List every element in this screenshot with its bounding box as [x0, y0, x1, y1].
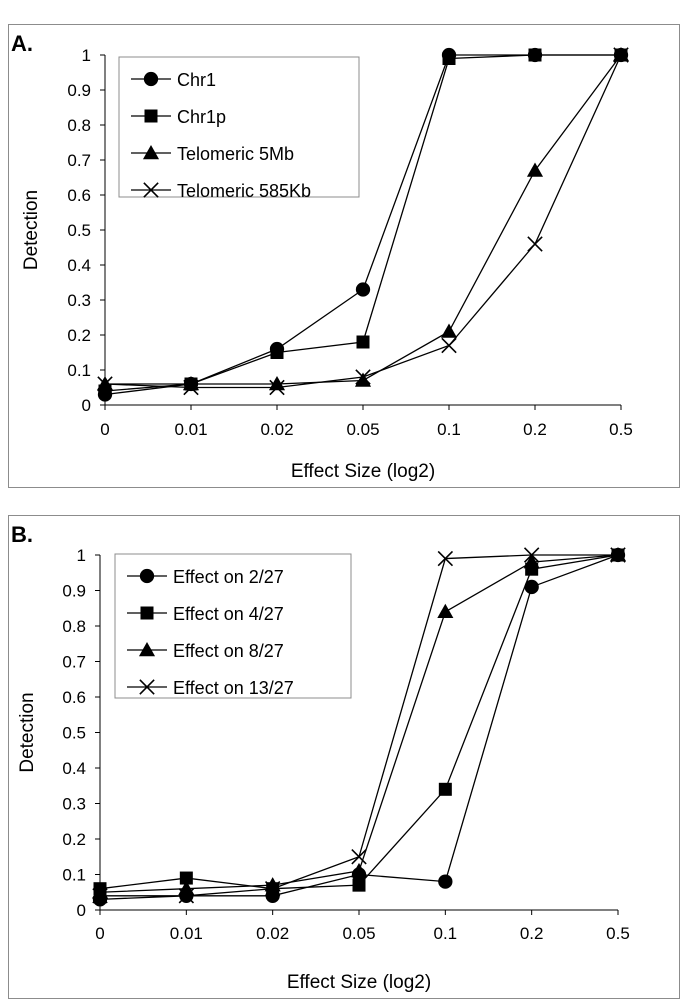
chart0-legend-box	[118, 56, 360, 198]
chart0-legend: Chr1 Chr1p Telomeric 5Mb Telomeric 585Kb	[118, 56, 360, 201]
chart0-y-tick-label: 1	[82, 46, 91, 65]
chart1-legend-marker-3	[139, 679, 155, 695]
chart0-y-tick-label: 0	[82, 396, 91, 415]
chart0-point-3-1	[183, 379, 199, 396]
chart1-point-0-4	[438, 874, 453, 889]
chart0-point-3-6	[613, 47, 629, 63]
chart1-x-tick-label: 0.05	[342, 924, 375, 943]
chart1-point-1-4	[438, 782, 452, 796]
chart0-point-2-4	[440, 323, 458, 338]
chart1-legend: Effect on 2/27 Effect on 4/27 Effect on 8/…	[114, 553, 352, 699]
panel-label-b: B.	[11, 522, 33, 547]
chart0-legend-label-1: Chr1p	[177, 107, 226, 127]
chart0-x-tick-label: 0.1	[437, 420, 461, 439]
chart0-point-2-3	[354, 372, 372, 387]
chart0-point-3-2	[269, 379, 285, 396]
chart1-point-3-5	[523, 547, 540, 563]
chart0-point-2-1	[182, 375, 200, 391]
chart1-x-tick-label: 0.1	[434, 924, 458, 943]
chart1-point-3-3	[351, 849, 367, 865]
chart1-point-3-2	[264, 880, 281, 897]
chart1-y-tick-label: 0.4	[62, 759, 86, 778]
chart1-point-0-5	[524, 579, 539, 595]
chart0-legend-label-2: Telomeric 5Mb	[177, 144, 294, 164]
chart0-legend-marker-2	[142, 144, 160, 160]
chart0-x-tick-label: 0.05	[346, 420, 379, 439]
chart0-y-tick-label: 0.9	[67, 81, 91, 100]
chart1-y-tick-label: 0.2	[62, 830, 86, 849]
chart0-point-3-4	[441, 337, 457, 354]
chart1-legend-marker-2	[138, 641, 156, 657]
chart1-point-2-4	[437, 603, 454, 619]
chart1-point-3-0	[92, 888, 108, 904]
chart1-x-tick-label: 0.01	[170, 924, 203, 943]
chart1-y-tick-label: 0.5	[62, 724, 86, 743]
chart1-legend-label-3: Effect on 13/27	[173, 678, 294, 698]
chart0-y-tick-label: 0.2	[67, 326, 91, 345]
chart0-x-axis-title: Effect Size (log2)	[291, 461, 435, 482]
chart1-y-tick-label: 0.6	[62, 688, 86, 707]
chart0-x-tick-label: 0.5	[609, 420, 633, 439]
chart0-point-3-5	[527, 236, 543, 252]
chart0-y-tick-label: 0.5	[67, 221, 91, 240]
chart1-y-tick-label: 1	[77, 546, 86, 565]
chart1-point-3-6	[610, 547, 626, 563]
chart0-legend-label-0: Chr1	[177, 70, 216, 90]
chart1-y-tick-label: 0.8	[62, 617, 86, 636]
chart0-legend-label-3: Telomeric 585Kb	[177, 181, 311, 201]
chart1-y-axis-title: Detection	[17, 692, 38, 772]
chart0-y-tick-label: 0.1	[67, 361, 91, 380]
chart0-y-tick-label: 0.4	[67, 256, 91, 275]
chart0-point-3-0	[97, 376, 113, 392]
chart0-x-tick-label: 0.02	[260, 420, 293, 439]
chart-panel-a: A. 0 0.1 0.2 0.3 0.4 0.5 0.6 0.7 0.8 0.9 1 0 0.01 0.0…	[8, 24, 680, 488]
chart-panel-b: B. 0 0.1 0.2 0.3 0.4 0.5 0.6 0.7 0.8 0.9 1 0 0.01 0.0…	[8, 515, 680, 999]
chart1-legend-marker-1	[140, 606, 154, 620]
chart1-point-3-1	[178, 888, 195, 904]
chart1-point-2-5	[523, 554, 540, 569]
chart1-point-3-4	[437, 550, 454, 567]
chart1-x-tick-label: 0.02	[256, 924, 289, 943]
chart0-point-1-3	[356, 335, 370, 349]
chart0-y-axis-title: Detection	[21, 190, 42, 270]
chart1-point-1-1	[179, 871, 193, 885]
chart0-y-tick-label: 0.7	[67, 151, 91, 170]
chart0-point-2-5	[526, 162, 544, 177]
chart1-legend-label-2: Effect on 8/27	[173, 641, 284, 661]
chart-b-svg: 0 0.1 0.2 0.3 0.4 0.5 0.6 0.7 0.8 0.9 1 0 0.01 0.02 0.…	[17, 546, 630, 993]
chart0-point-1-2	[270, 346, 284, 359]
chart1-y-tick-label: 0.3	[62, 795, 86, 814]
chart1-point-2-3	[350, 862, 368, 878]
chart0-legend-marker-0	[143, 71, 159, 87]
chart1-x-tick-label: 0	[95, 924, 104, 943]
chart1-y-tick-label: 0.9	[62, 582, 86, 601]
chart1-y-tick-label: 0.1	[62, 866, 86, 885]
chart1-x-tick-label: 0.2	[520, 924, 544, 943]
chart0-x-tick-label: 0	[100, 420, 109, 439]
chart0-y-tick-label: 0.8	[67, 116, 91, 135]
chart1-point-1-3	[352, 878, 366, 892]
chart0-legend-marker-1	[144, 109, 158, 123]
chart1-legend-marker-0	[139, 568, 155, 584]
chart0-point-0-3	[355, 282, 371, 297]
chart1-y-tick-label: 0	[77, 901, 86, 920]
chart0-legend-marker-3	[143, 182, 159, 198]
chart1-x-axis-title: Effect Size (log2)	[287, 972, 431, 993]
chart1-point-2-0	[91, 884, 109, 899]
chart0-y-tick-label: 0.6	[67, 186, 91, 205]
chart1-x-tick-label: 0.5	[606, 924, 630, 943]
chart0-x-tick-label: 0.2	[523, 420, 547, 439]
chart-a-svg: 0 0.1 0.2 0.3 0.4 0.5 0.6 0.7 0.8 0.9 1 0 0.01 0.02 0.…	[21, 46, 633, 482]
panel-label-a: A.	[11, 31, 33, 56]
chart0-y-tick-label: 0.3	[67, 291, 91, 310]
chart1-legend-label-0: Effect on 2/27	[173, 567, 284, 587]
chart0-x-tick-label: 0.01	[174, 420, 207, 439]
chart0-point-3-3	[355, 369, 371, 385]
chart0-point-1-5	[528, 48, 542, 62]
chart0-point-1-4	[442, 52, 456, 65]
chart1-legend-box	[114, 553, 352, 699]
chart1-y-tick-label: 0.7	[62, 653, 86, 672]
chart1-legend-label-1: Effect on 4/27	[173, 604, 284, 624]
